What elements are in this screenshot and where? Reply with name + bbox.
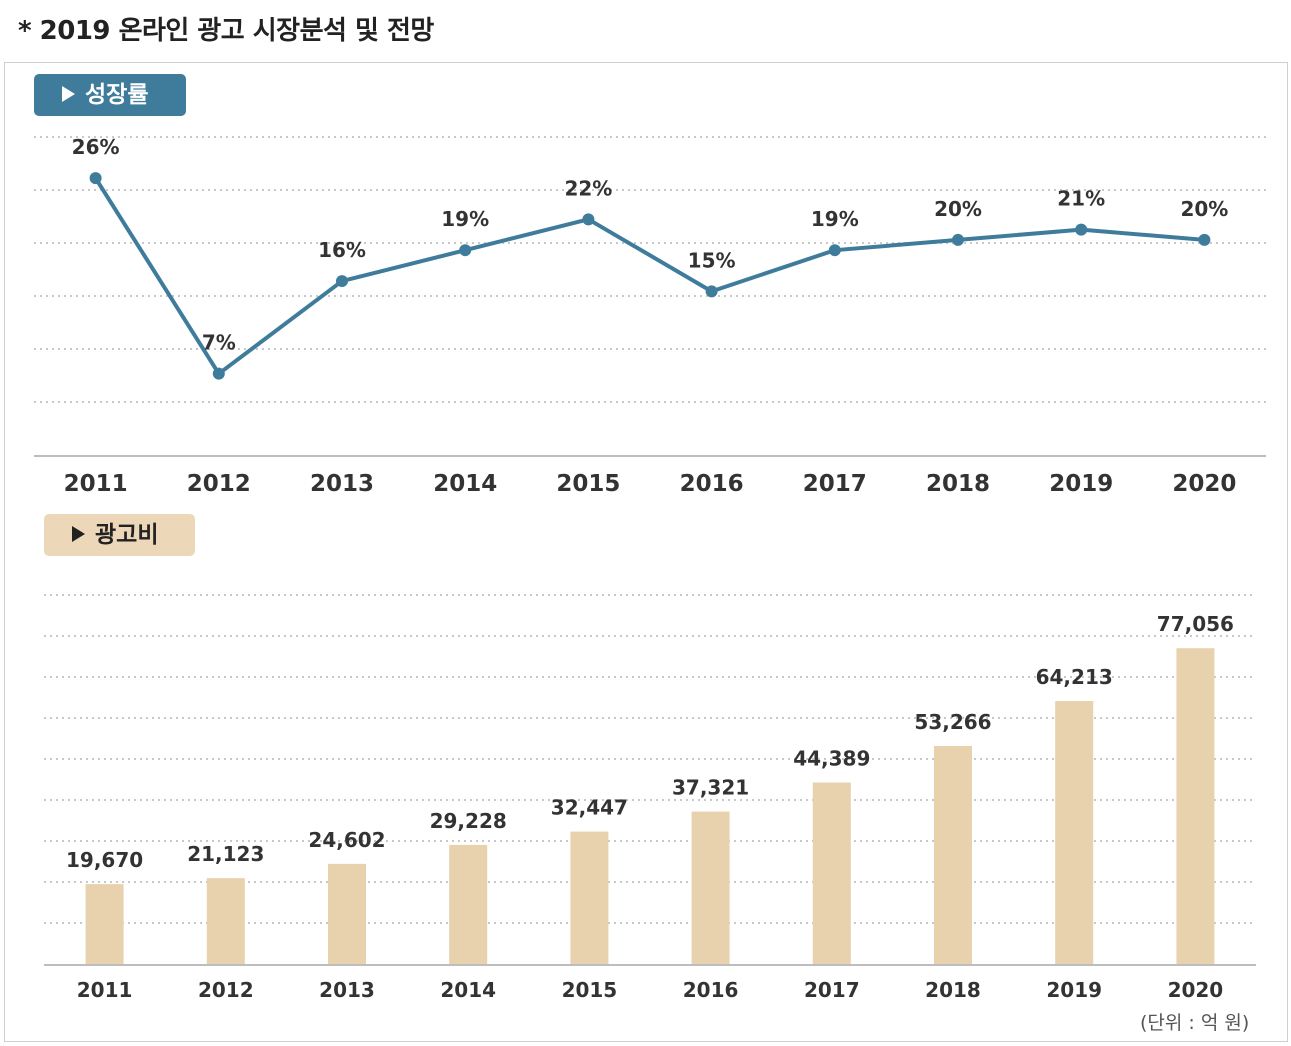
data-label-2012: 7% [202,331,236,355]
growth-rate-badge: 성장률 [34,74,186,116]
x-tick-label-2013: 2013 [319,978,375,1002]
x-tick-label-2018: 2018 [925,978,981,1002]
x-tick-label-2020: 2020 [1172,471,1236,497]
data-point-2017 [828,244,841,257]
data-label-2018: 53,266 [914,710,991,734]
x-tick-label-2011: 2011 [64,471,128,497]
bar-2016 [691,811,730,965]
data-label-2013: 16% [318,238,366,262]
bar-2015 [570,831,609,965]
page-title: * 2019 온라인 광고 시장분석 및 전망 [18,16,434,46]
x-tick-label-2016: 2016 [680,471,744,497]
data-label-2017: 19% [811,207,859,231]
data-label-2018: 20% [934,197,982,221]
data-label-2020: 77,056 [1157,612,1234,636]
data-point-2016 [705,285,718,298]
x-tick-label-2013: 2013 [310,471,374,497]
data-point-2012 [212,367,225,380]
ad-spend-title: 광고비 [95,522,159,548]
x-tick-label-2017: 2017 [803,471,867,497]
data-label-2017: 44,389 [793,747,870,771]
unit-note: (단위 : 억 원) [1140,1012,1250,1034]
x-tick-label-2012: 2012 [198,978,254,1002]
x-tick-label-2012: 2012 [187,471,251,497]
data-label-2011: 26% [72,135,120,159]
data-label-2012: 21,123 [187,842,264,866]
play-arrow-icon [62,85,75,102]
data-label-2016: 15% [688,248,736,272]
x-tick-label-2018: 2018 [926,471,990,497]
x-tick-label-2015: 2015 [556,471,620,497]
bar-2014 [449,844,488,965]
data-label-2019: 21% [1057,187,1105,211]
data-point-2020 [1198,233,1211,246]
growth-rate-series-line [93,177,1205,376]
data-point-2011 [89,172,102,185]
data-label-2013: 24,602 [308,828,385,852]
bar-2019 [1055,701,1094,965]
ad-spend-badge: 광고비 [44,514,195,556]
ad-spend-bar-chart: 19,670 2011 21,123 2012 24,602 2013 29,228 2014… [44,594,1256,1002]
data-label-2014: 19% [441,207,489,231]
data-point-2019 [1075,223,1088,236]
play-arrow-icon [72,525,85,542]
data-label-2016: 37,321 [672,776,749,800]
x-tick-label-2019: 2019 [1049,471,1113,497]
bar-2013 [328,863,366,965]
x-tick-label-2017: 2017 [804,978,860,1002]
x-tick-label-2020: 2020 [1168,978,1224,1002]
bar-2012 [206,878,245,965]
data-point-2014 [459,244,472,257]
growth-rate-title: 성장률 [85,82,149,108]
data-label-2014: 29,228 [430,809,507,833]
x-tick-label-2016: 2016 [683,978,739,1002]
data-label-2019: 64,213 [1036,665,1113,689]
data-label-2020: 20% [1180,197,1228,221]
data-label-2011: 19,670 [66,848,143,872]
x-tick-label-2019: 2019 [1046,978,1102,1002]
data-label-2015: 22% [564,176,612,200]
x-tick-label-2014: 2014 [433,471,497,497]
growth-rate-line-chart: 26% 2011 7% 2012 16% 2013 19% 2014 22% 2015 15% 201… [34,135,1266,497]
chart-panel [4,62,1288,1042]
data-point-2015 [582,213,595,226]
x-tick-label-2011: 2011 [77,978,133,1002]
data-point-2013 [336,275,348,288]
data-point-2018 [952,233,964,246]
bar-2011 [85,884,124,965]
x-tick-label-2014: 2014 [440,978,496,1002]
bar-2018 [934,746,972,965]
data-label-2015: 32,447 [551,796,628,820]
bar-2020 [1176,648,1215,965]
bar-2017 [812,782,851,965]
x-tick-label-2015: 2015 [562,978,618,1002]
